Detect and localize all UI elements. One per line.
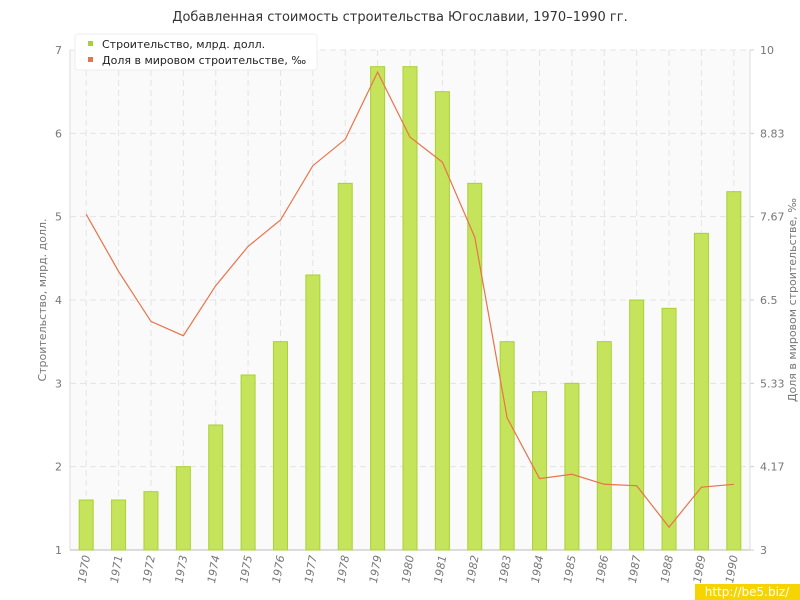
x-tick-label: 1988 — [658, 554, 676, 584]
legend-box — [74, 33, 318, 71]
bar — [305, 274, 321, 551]
bar — [272, 341, 288, 551]
bar — [693, 232, 709, 551]
x-tick-label: 1981 — [432, 554, 450, 584]
bar — [629, 299, 645, 551]
bar — [434, 91, 450, 551]
y-tick-label: 5 — [55, 211, 62, 224]
bar — [532, 391, 548, 551]
x-tick-label: 1970 — [75, 554, 93, 584]
y2-tick-label: 7.67 — [760, 211, 785, 224]
bar — [726, 191, 742, 551]
bar — [143, 491, 159, 551]
y2-tick-label: 4.17 — [760, 461, 785, 474]
bar — [661, 307, 677, 551]
x-tick-label: 1974 — [205, 554, 223, 584]
x-tick-label: 1978 — [335, 554, 353, 584]
bar — [499, 341, 515, 551]
bar — [370, 66, 386, 551]
bar — [467, 182, 483, 551]
legend-swatch — [88, 57, 93, 62]
y-tick-label: 6 — [55, 127, 62, 140]
x-tick-label: 1983 — [496, 554, 514, 584]
y2-tick-label: 6.5 — [760, 294, 778, 307]
y2-tick-label: 5.33 — [760, 377, 785, 390]
y2-tick-label: 3 — [760, 544, 767, 557]
legend-label: Доля в мировом строительстве, ‰ — [102, 54, 306, 67]
bar — [78, 499, 94, 551]
y-axis-label: Строительство, млрд. долл. — [36, 218, 49, 381]
bar — [111, 499, 127, 551]
bar — [175, 466, 191, 551]
y-tick-label: 3 — [55, 377, 62, 390]
bar — [208, 424, 224, 551]
x-tick-label: 1980 — [399, 554, 417, 584]
x-tick-label: 1985 — [561, 554, 579, 584]
x-tick-label: 1989 — [691, 554, 709, 584]
watermark-bg — [695, 584, 800, 600]
bar — [402, 66, 418, 551]
x-tick-label: 1976 — [270, 554, 288, 584]
y-tick-label: 4 — [55, 294, 62, 307]
bar — [337, 182, 353, 551]
bar — [564, 382, 580, 551]
x-tick-label: 1990 — [723, 554, 741, 584]
watermark: http://be5.biz/ — [705, 585, 790, 599]
x-tick-label: 1982 — [464, 554, 482, 584]
x-tick-label: 1977 — [302, 554, 320, 584]
x-tick-label: 1971 — [108, 554, 126, 584]
y2-tick-label: 8.83 — [760, 127, 785, 140]
y-tick-label: 1 — [55, 544, 62, 557]
y-tick-label: 7 — [55, 44, 62, 57]
x-tick-label: 1986 — [594, 554, 612, 584]
bar — [240, 374, 256, 551]
y2-tick-label: 10 — [760, 44, 774, 57]
x-tick-label: 1975 — [237, 554, 255, 584]
x-tick-label: 1973 — [173, 554, 191, 584]
legend-label: Строительство, млрд. долл. — [102, 38, 265, 51]
bar — [596, 341, 612, 551]
legend-swatch — [88, 41, 93, 46]
y-tick-label: 2 — [55, 461, 62, 474]
line — [85, 70, 734, 529]
y2-axis-label: Доля в мировом строительстве, ‰ — [786, 198, 799, 402]
x-tick-label: 1987 — [626, 554, 644, 584]
x-tick-label: 1984 — [529, 554, 547, 584]
chart-title: Добавленная стоимость строительства Югос… — [172, 10, 627, 25]
x-tick-label: 1979 — [367, 554, 385, 584]
x-tick-label: 1972 — [140, 554, 158, 584]
